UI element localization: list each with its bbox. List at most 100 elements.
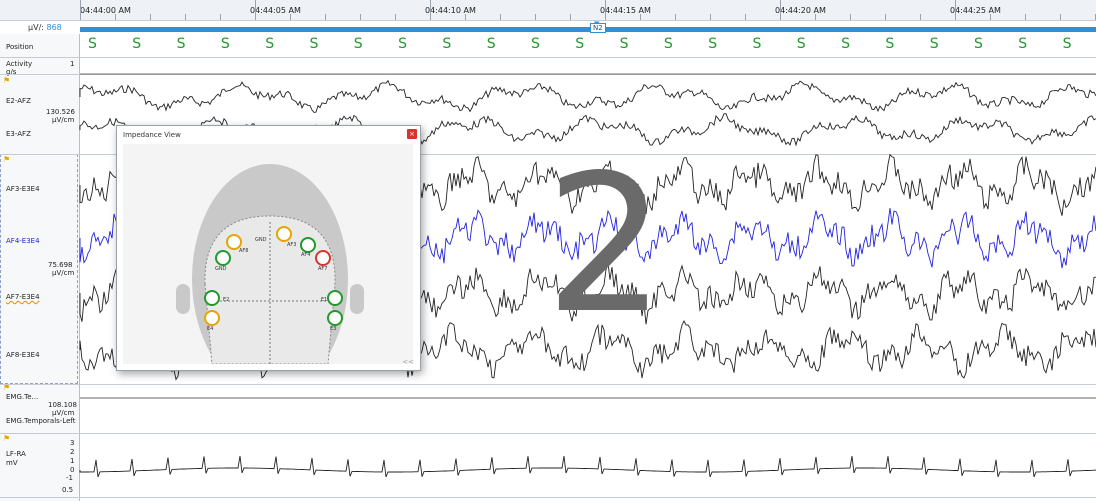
channel-label-af8[interactable]: AF8-E3E4 (6, 351, 40, 359)
row-separator (0, 497, 1096, 498)
channel-label-column: Position Activity 1 g/s ⚑ E2-AFZ 130.526… (0, 34, 80, 501)
time-tick-mark (850, 14, 851, 20)
channel-label-af7[interactable]: AF7-E3E4 (6, 293, 40, 301)
time-tick-mark (325, 14, 326, 20)
channel-label-e3-afz[interactable]: E3-AFZ (6, 130, 31, 138)
sleep-stage-mark: S (176, 36, 186, 52)
time-tick-label: 04:44:05 AM (250, 6, 301, 15)
electrode-e3 (327, 310, 343, 326)
time-tick-label: 04:44:10 AM (425, 6, 476, 15)
time-tick-mark (780, 0, 781, 20)
collapse-icon[interactable]: << (402, 358, 414, 366)
time-tick-mark (150, 14, 151, 20)
emg-scale-unit: μV/cm (52, 409, 75, 417)
time-tick-mark (1025, 14, 1026, 20)
electrode-label: AF7 (318, 266, 327, 272)
time-tick-mark (220, 14, 221, 20)
time-tick-mark (640, 14, 641, 20)
ecg-axis-tick: 2 (70, 448, 75, 456)
electrode-label: E1 (321, 297, 327, 303)
electrode-label: AF4 (301, 252, 310, 258)
row-separator (0, 154, 1096, 155)
channel-label-af4[interactable]: AF4-E3E4 (6, 237, 40, 245)
electrode-label: E4 (207, 326, 213, 332)
channel-label-emg-te[interactable]: EMG.Te... (6, 393, 39, 401)
time-tick-mark (1060, 14, 1061, 20)
ecg-axis-tick: 3 (70, 439, 75, 447)
electrode-label: GND (215, 266, 227, 272)
time-ruler[interactable]: 04:44:00 AM 04:44:05 AM 04:44:10 AM 04:4… (0, 0, 1096, 34)
impedance-view-dialog[interactable]: Impedance View × AF8 GND AF3 AF4 AF7 E2 E4 E1 E3… (116, 125, 421, 394)
af4-scale-unit: μV/cm (52, 269, 75, 277)
ecg-scale-value: 0.5 (62, 486, 74, 494)
channel-label-position[interactable]: Position (6, 43, 34, 51)
sleep-stage-mark: S (929, 36, 939, 52)
flag-icon[interactable]: ⚑ (3, 383, 11, 392)
time-tick-mark (80, 0, 81, 20)
channel-label-emg-temporals-left[interactable]: EMG.Temporals-Left (6, 417, 76, 425)
channel-label-af3[interactable]: AF3-E3E4 (6, 185, 40, 193)
sleep-stage-mark: S (265, 36, 275, 52)
time-tick-mark (745, 14, 746, 20)
electrode-label: E3 (330, 326, 336, 332)
time-tick-label: 04:44:15 AM (600, 6, 651, 15)
time-tick-mark (815, 14, 816, 20)
channel-label-activity[interactable]: Activity (6, 60, 33, 68)
close-icon[interactable]: × (407, 129, 417, 139)
ecg-axis-tick: -1 (66, 474, 73, 482)
time-tick-mark (920, 14, 921, 20)
sleep-stage-mark: S (531, 36, 540, 52)
sleep-stage-mark: S (132, 36, 142, 52)
sleep-stage-tag: N2 (590, 23, 606, 33)
time-tick-mark (185, 14, 186, 20)
ecg-axis-tick: 1 (70, 457, 75, 465)
electrode-label: AF8 (239, 248, 248, 254)
sleep-stage-mark: S (1018, 36, 1028, 52)
time-tick-mark (535, 14, 536, 20)
electrode-af4 (300, 237, 316, 253)
electrode-gnd (215, 250, 231, 266)
hypnogram-strip[interactable]: μV/: 868 ▼ N2 (0, 20, 1096, 34)
electrode-af3 (276, 226, 292, 242)
ecg-axis-tick: 0 (70, 466, 75, 474)
electrode-af7 (315, 250, 331, 266)
electrode-e2 (204, 290, 220, 306)
ecg-unit: mV (6, 459, 18, 467)
sleep-stage-mark: S (220, 36, 230, 52)
time-tick-mark (955, 0, 956, 20)
channel-label-lf-ra[interactable]: LF-RA (6, 450, 26, 458)
ecg-trace (79, 455, 1096, 478)
activity-scale-value: 1 (70, 60, 75, 68)
time-tick-mark (115, 14, 116, 20)
sleep-stage-mark: S (708, 36, 718, 52)
channel-label-e2-afz[interactable]: E2-AFZ (6, 97, 31, 105)
electrode-e1 (327, 290, 343, 306)
sleep-stage-mark: S (398, 36, 407, 52)
flag-icon[interactable]: ⚑ (3, 434, 11, 443)
sleep-stage-mark: S (486, 36, 496, 52)
sleep-stage-mark: S (1062, 36, 1072, 52)
head-diagram: AF8 GND AF3 AF4 AF7 E2 E4 E1 E3 GND (176, 164, 364, 394)
time-tick-mark (885, 14, 886, 20)
time-tick-mark (360, 14, 361, 20)
row-separator (0, 433, 1096, 434)
impedance-head-map: AF8 GND AF3 AF4 AF7 E2 E4 E1 E3 GND (123, 144, 413, 394)
time-tick-mark (990, 14, 991, 20)
sleep-stage-mark: S (841, 36, 850, 52)
time-tick-mark (290, 14, 291, 20)
sleep-stage-mark: S (752, 36, 762, 52)
electrode-label: AF3 (287, 242, 296, 248)
electrode-e4 (204, 310, 220, 326)
time-axis[interactable]: 04:44:00 AM 04:44:05 AM 04:44:10 AM 04:4… (0, 0, 1096, 21)
sleep-stage-mark: S (974, 36, 983, 52)
af4-scale-value: 75.698 (48, 261, 73, 269)
sleep-stage-bar[interactable] (80, 27, 1096, 32)
activity-unit: g/s (6, 68, 17, 76)
time-tick-mark (710, 14, 711, 20)
left-ear-shape (176, 284, 190, 314)
flag-icon[interactable]: ⚑ (3, 76, 11, 85)
time-tick-mark (675, 14, 676, 20)
e2-scale-unit: μV/cm (52, 116, 75, 124)
flag-icon[interactable]: ⚑ (3, 155, 11, 164)
sleep-stage-mark: S (309, 36, 319, 52)
